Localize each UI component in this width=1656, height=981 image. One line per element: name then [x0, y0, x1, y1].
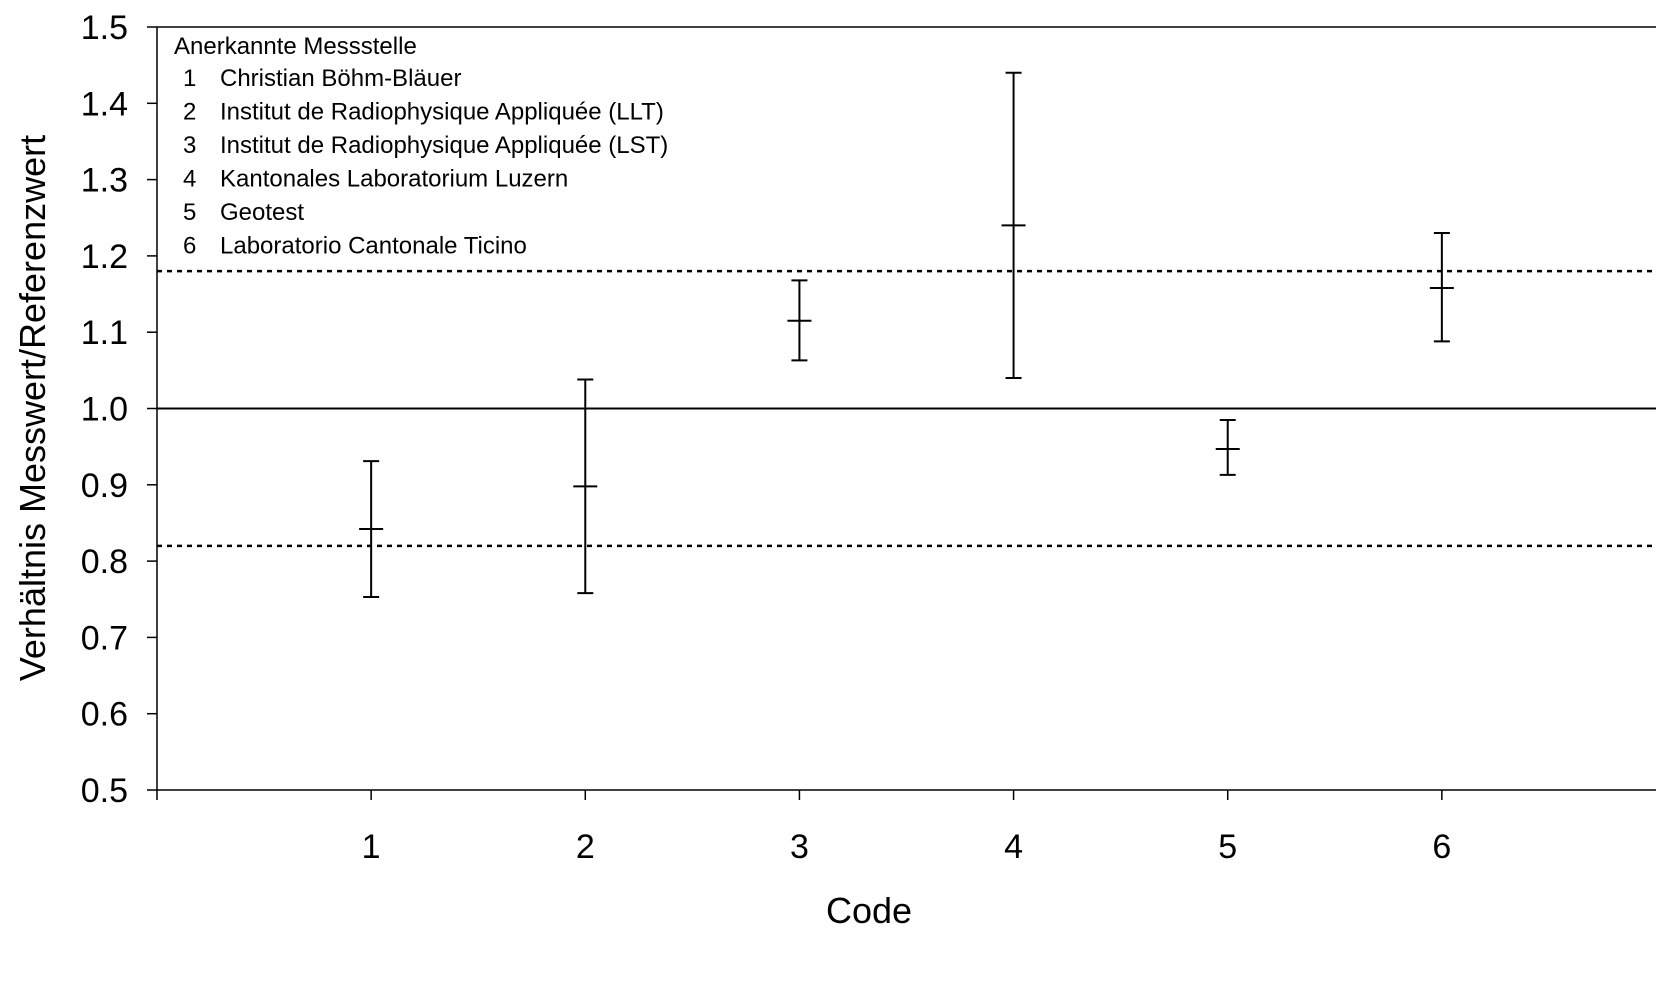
y-tick-label: 0.5 — [81, 772, 128, 810]
data-point-3 — [787, 279, 812, 362]
legend-code: 4 — [183, 166, 196, 193]
x-tick-label: 6 — [1432, 828, 1451, 866]
x-tick-label: 5 — [1218, 828, 1237, 866]
y-tick-label: 1.4 — [81, 85, 128, 123]
y-tick-label: 0.9 — [81, 467, 128, 505]
legend-label: Geotest — [220, 199, 304, 226]
data-point-5 — [1215, 418, 1240, 476]
legend-label: Institut de Radiophysique Appliquée (LST… — [220, 132, 668, 159]
x-axis-title: Code — [826, 890, 912, 931]
legend-title: Anerkannte Messstelle — [174, 33, 417, 60]
y-tick-label: 1.5 — [81, 9, 128, 47]
legend-label: Kantonales Laboratorium Luzern — [220, 166, 568, 193]
reference-lines — [157, 269, 1656, 548]
y-tick-label: 1.0 — [81, 391, 128, 429]
data-point-2 — [573, 378, 598, 595]
y-tick-label: 0.7 — [81, 619, 128, 657]
x-tick-label: 2 — [576, 828, 595, 866]
legend-label: Laboratorio Cantonale Ticino — [220, 233, 527, 260]
data-point-1 — [359, 460, 384, 598]
legend-label: Institut de Radiophysique Appliquée (LLT… — [220, 99, 664, 126]
x-tick-label: 1 — [362, 828, 381, 866]
legend-code: 1 — [183, 65, 196, 92]
data-point-4 — [1001, 71, 1026, 379]
legend-code: 3 — [183, 132, 196, 159]
legend-code: 5 — [183, 199, 196, 226]
data-point-6 — [1429, 232, 1454, 343]
y-tick-label: 0.6 — [81, 696, 128, 734]
y-tick-label: 1.2 — [81, 238, 128, 276]
legend-code: 6 — [183, 233, 196, 260]
data-points — [359, 71, 1454, 598]
x-tick-label: 3 — [790, 828, 809, 866]
x-tick-label: 4 — [1004, 828, 1023, 866]
legend: Anerkannte Messstelle 1 Christian Böhm-Bl… — [174, 33, 668, 260]
legend-code: 2 — [183, 99, 196, 126]
x-axis-ticks: 1 2 3 4 5 6 — [156, 790, 1451, 866]
y-tick-label: 1.1 — [81, 314, 128, 352]
legend-label: Christian Böhm-Bläuer — [220, 65, 461, 92]
y-tick-label: 0.8 — [81, 543, 128, 581]
y-tick-label: 1.3 — [81, 162, 128, 200]
y-axis-ticks: 0.5 0.6 0.7 0.8 0.9 1.0 1.1 1.2 1.3 1.4 1.5 — [81, 9, 157, 810]
y-axis-title: Verhältnis Messwert/Referenzwert — [12, 135, 53, 681]
